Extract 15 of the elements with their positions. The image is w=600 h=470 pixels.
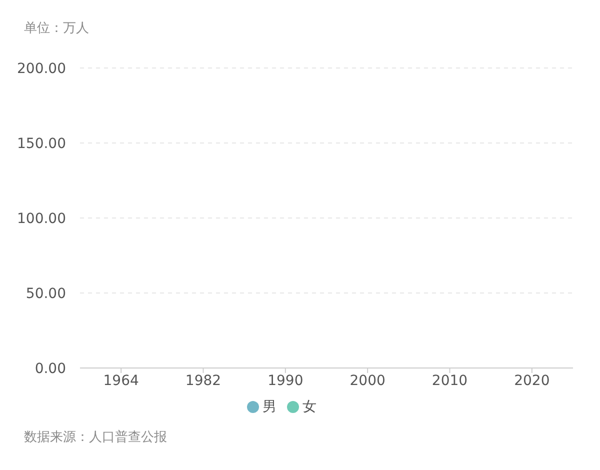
x-tick-label: 2020 [514,372,550,389]
x-tick-label: 1982 [185,372,222,389]
x-tick-label: 2000 [350,372,386,389]
y-axis-title: 单位：万人 [24,20,89,37]
y-tick-label: 200.00 [17,60,66,77]
x-tick-label: 1964 [103,372,139,389]
y-tick-label: 150.00 [17,136,66,152]
y-tick-label: 50.00 [26,286,66,302]
y-tick-label: 0.00 [34,360,66,377]
y-tick-label: 100.00 [17,210,66,227]
source-note: 数据来源：人口普查公报 [24,428,167,446]
x-tick-label: 1990 [268,372,304,389]
legend-label: 男 [262,399,276,415]
legend-label: 女 [302,399,316,415]
x-tick-label: 2010 [432,372,468,389]
